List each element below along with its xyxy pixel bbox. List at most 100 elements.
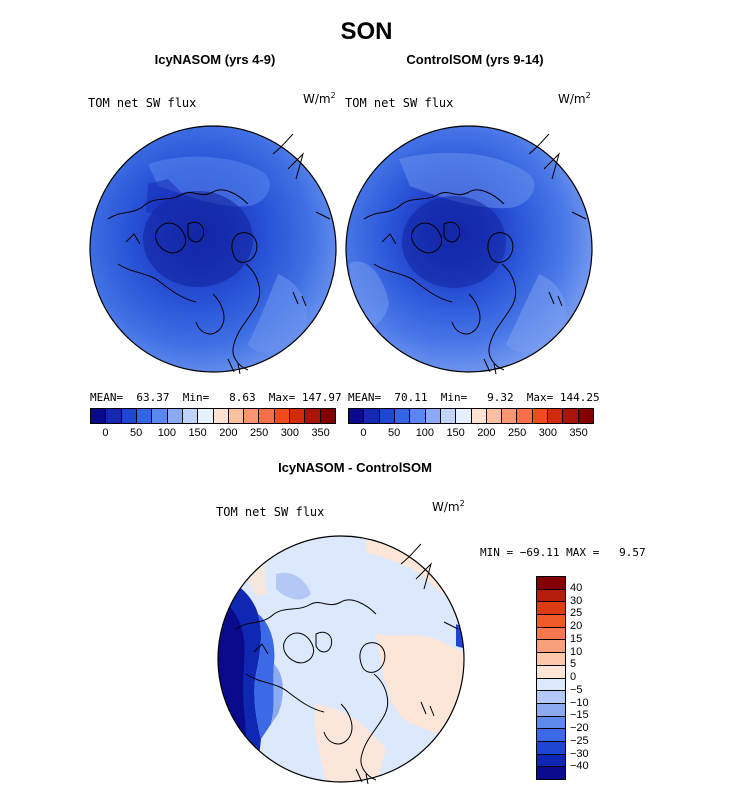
right-units-label: W/m2 <box>558 91 591 106</box>
colorbar-tick-label: −15 <box>570 709 589 722</box>
colorbar-swatch <box>290 409 306 423</box>
figure-title: SON <box>340 18 393 45</box>
colorbar-swatch <box>440 409 457 423</box>
colorbar-swatch <box>532 409 549 423</box>
diff-units-base: W/m <box>432 500 460 514</box>
colorbar-swatch <box>537 665 565 679</box>
diff-positive-region-c <box>314 704 386 782</box>
right-units-base: W/m <box>558 92 586 106</box>
diff-panel-subtitle: IcyNASOM - ControlSOM <box>278 460 432 475</box>
colorbar-swatch <box>364 409 380 423</box>
diff-units-label: W/m2 <box>432 499 465 514</box>
diff-colorbar <box>536 576 566 780</box>
diff-negative-band-6 <box>456 624 464 649</box>
colorbar-tick-label: 250 <box>507 427 527 439</box>
colorbar-swatch <box>537 741 565 755</box>
colorbar-swatch <box>349 409 365 423</box>
right-colorbar-labels: 0 50 100 150 200 250 300 350 <box>348 427 594 441</box>
colorbar-swatch <box>244 409 260 423</box>
colorbar-tick-label: 200 <box>477 427 496 439</box>
right-map-region-a <box>399 152 535 209</box>
colorbar-tick-label: 350 <box>569 427 588 439</box>
colorbar-swatch <box>274 409 291 423</box>
colorbar-swatch <box>213 409 229 423</box>
colorbar-swatch <box>121 409 137 423</box>
colorbar-tick-label: −5 <box>570 683 583 696</box>
colorbar-swatch <box>537 729 565 742</box>
right-polar-map <box>345 125 593 374</box>
colorbar-tick-label: 300 <box>538 427 558 439</box>
diff-polar-map <box>217 535 465 784</box>
colorbar-swatch <box>425 409 441 423</box>
right-colorbar <box>348 408 594 424</box>
colorbar-tick-label: 40 <box>570 581 583 594</box>
colorbar-tick-label: 200 <box>219 427 238 439</box>
colorbar-tick-label: 25 <box>570 607 583 620</box>
left-map-region-b <box>248 274 308 354</box>
left-colorbar <box>90 408 336 424</box>
colorbar-swatch <box>578 409 593 423</box>
colorbar-swatch <box>537 678 565 692</box>
colorbar-tick-label: 0 <box>570 671 577 683</box>
colorbar-swatch <box>537 640 565 654</box>
colorbar-tick-label: −10 <box>570 696 589 709</box>
colorbar-swatch <box>259 409 275 423</box>
diff-units-exp: 2 <box>459 499 465 508</box>
right-variable-label: TOM net SW flux <box>345 96 454 110</box>
colorbar-tick-label: −25 <box>570 734 589 747</box>
diff-colorbar-labels: 40 30 25 20 15 10 5 0 −5 −10 −15 −20 −25 −30 −40 <box>570 576 620 780</box>
colorbar-tick-label: −40 <box>570 760 589 773</box>
colorbar-tick-label: 0 <box>360 427 367 439</box>
colorbar-tick-label: 150 <box>446 427 465 439</box>
colorbar-swatch <box>502 409 518 423</box>
colorbar-swatch <box>394 409 411 423</box>
diff-negative-band-3 <box>254 614 275 739</box>
left-coastlines <box>107 133 331 374</box>
left-map-region-d <box>146 179 183 216</box>
left-polar-map <box>89 125 337 374</box>
diff-stats: MIN = −69.11 MAX = 9.57 <box>480 546 646 559</box>
colorbar-swatch <box>537 716 565 730</box>
colorbar-swatch <box>198 409 214 423</box>
colorbar-tick-label: 15 <box>570 632 583 645</box>
right-units-exp: 2 <box>585 91 591 100</box>
diff-negative-band-4 <box>271 664 283 724</box>
colorbar-swatch <box>456 409 472 423</box>
colorbar-swatch <box>136 409 153 423</box>
left-panel-subtitle: IcyNASOM (yrs 4-9) <box>154 52 276 67</box>
colorbar-swatch <box>305 409 321 423</box>
left-variable-label: TOM net SW flux <box>88 96 197 110</box>
left-map-region-a <box>148 156 270 207</box>
colorbar-tick-label: −20 <box>570 722 589 734</box>
colorbar-tick-label: 50 <box>130 427 143 439</box>
colorbar-swatch <box>182 409 199 423</box>
colorbar-tick-label: 100 <box>415 427 435 439</box>
colorbar-swatch <box>537 615 565 628</box>
colorbar-tick-label: 250 <box>249 427 269 439</box>
right-panel-subtitle: ControlSOM (yrs 9-14) <box>406 52 544 67</box>
left-map-region-c <box>143 191 253 287</box>
colorbar-swatch <box>471 409 487 423</box>
diff-positive-region-b <box>376 634 464 738</box>
left-colorbar-labels: 0 50 100 150 200 250 300 350 <box>90 427 336 441</box>
colorbar-swatch <box>537 754 565 768</box>
colorbar-swatch <box>228 409 245 423</box>
colorbar-swatch <box>537 577 565 590</box>
colorbar-swatch <box>548 409 564 423</box>
colorbar-swatch <box>537 653 565 666</box>
colorbar-swatch <box>563 409 579 423</box>
colorbar-tick-label: 50 <box>388 427 401 439</box>
colorbar-swatch <box>486 409 503 423</box>
colorbar-tick-label: 150 <box>188 427 207 439</box>
colorbar-swatch <box>537 703 565 717</box>
right-map-region-d <box>506 274 567 353</box>
colorbar-tick-label: 10 <box>570 645 583 658</box>
colorbar-swatch <box>320 409 335 423</box>
colorbar-swatch <box>167 409 183 423</box>
colorbar-swatch <box>537 691 565 704</box>
diff-variable-label: TOM net SW flux <box>216 505 325 519</box>
right-coastlines <box>363 133 587 374</box>
left-units-exp: 2 <box>330 91 336 100</box>
colorbar-swatch <box>537 767 565 779</box>
colorbar-swatch <box>106 409 122 423</box>
